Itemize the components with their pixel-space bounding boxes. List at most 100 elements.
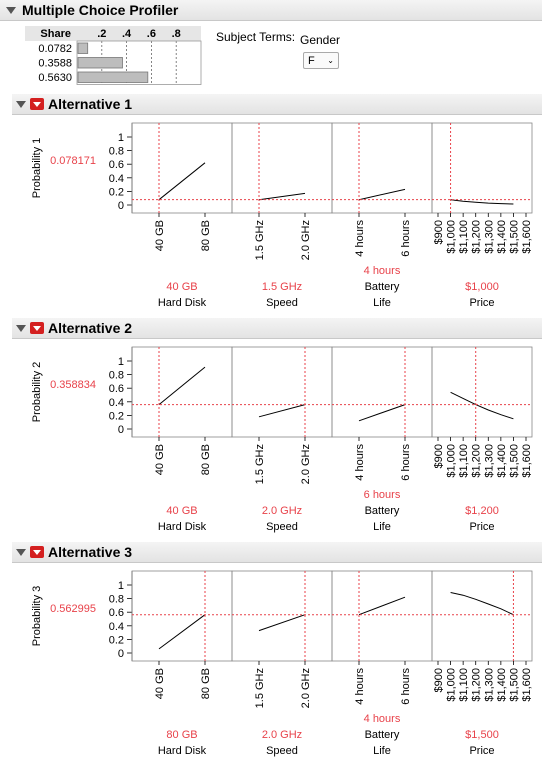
y-tick-label: 0 <box>118 648 124 660</box>
share-tick-label: .6 <box>147 28 156 40</box>
x-tick-label: $1,000 <box>446 668 458 702</box>
share-table: Share .2 .4 .6 .8 0.0782 0.3588 0.5630 <box>25 26 202 85</box>
factor-panel-frame <box>231 346 333 438</box>
prediction-trace <box>358 404 406 422</box>
x-tick-label: 80 GB <box>200 444 212 475</box>
factor-panel-frame <box>331 346 433 438</box>
red-triangle-menu-icon[interactable] <box>30 546 44 558</box>
disclosure-icon[interactable] <box>6 6 16 14</box>
y-tick-label: 0.8 <box>109 594 124 606</box>
factor-panel-frame <box>431 570 533 662</box>
factor-panel-frame <box>131 570 233 662</box>
alternative-3-profiler: Probability 3 0.562995 0 0.20.4 0.60.8 1 40 GB… <box>31 570 533 757</box>
y-tick-label: 0.4 <box>109 397 124 409</box>
gender-select[interactable]: F ⌄ <box>303 52 339 69</box>
prediction-trace <box>158 366 206 405</box>
prediction-trace <box>358 188 406 201</box>
y-tick-label: 0.6 <box>109 607 124 619</box>
alternative-3-header[interactable]: Alternative 3 <box>12 542 542 563</box>
red-triangle-menu-icon[interactable] <box>30 98 44 110</box>
factor-name: Battery <box>365 729 400 741</box>
prediction-trace <box>450 199 514 205</box>
x-tick-label: $1,100 <box>458 220 470 254</box>
x-tick-label: $1,100 <box>458 668 470 702</box>
factor-name-line2: Life <box>373 297 391 309</box>
share-tick-label: .2 <box>97 28 106 40</box>
x-tick-label: 6 hours <box>400 668 412 705</box>
x-tick-label: $900 <box>433 444 445 468</box>
x-tick-label: $1,000 <box>446 220 458 254</box>
x-tick-label: $900 <box>433 668 445 692</box>
current-factor-value: 6 hours <box>364 489 401 501</box>
current-probability-value: 0.562995 <box>50 603 96 615</box>
disclosure-icon[interactable] <box>16 100 26 108</box>
factor-name: Speed <box>266 297 298 309</box>
x-tick-label: $1,200 <box>471 668 483 702</box>
x-tick-label: 1.5 GHz <box>254 444 266 484</box>
prediction-trace <box>258 614 306 632</box>
y-tick-label: 0 <box>118 424 124 436</box>
x-tick-label: $1,500 <box>508 444 520 478</box>
gender-selected-value: F <box>308 54 315 67</box>
prediction-trace <box>450 592 514 616</box>
y-tick-label: 0.8 <box>109 146 124 158</box>
factor-panel-frame <box>431 346 533 438</box>
factor-panel-frame <box>131 346 233 438</box>
x-tick-label: 2.0 GHz <box>300 668 312 708</box>
y-tick-label: 0.8 <box>109 370 124 382</box>
prediction-trace <box>158 162 206 201</box>
current-factor-value: 80 GB <box>166 729 197 741</box>
x-tick-label: $1,300 <box>483 668 495 702</box>
x-tick-label: 4 hours <box>354 668 366 705</box>
subject-terms-label: Subject Terms: <box>216 30 296 44</box>
x-tick-label: $1,300 <box>483 444 495 478</box>
y-axis-label: Probability 2 <box>31 362 43 423</box>
factor-name: Hard Disk <box>158 297 207 309</box>
current-factor-value: $1,200 <box>465 505 499 517</box>
current-factor-value: 40 GB <box>166 281 197 293</box>
red-triangle-menu-icon[interactable] <box>30 322 44 334</box>
alternative-1-header[interactable]: Alternative 1 <box>12 94 542 115</box>
disclosure-icon[interactable] <box>16 324 26 332</box>
share-row-label: 0.0782 <box>38 43 72 55</box>
x-tick-label: 40 GB <box>154 220 166 251</box>
alternative-1-profiler: Probability 1 0.078171 0 0.20.4 0.60.8 1 40 GB… <box>31 122 533 309</box>
prediction-trace <box>158 614 206 650</box>
x-tick-label: $1,100 <box>458 444 470 478</box>
y-tick-label: 0.4 <box>109 621 124 633</box>
y-axis-label: Probability 3 <box>31 586 43 647</box>
x-tick-label: 4 hours <box>354 220 366 257</box>
factor-name: Price <box>469 745 494 757</box>
x-tick-label: 40 GB <box>154 444 166 475</box>
alternative-2-profiler: Probability 2 0.358834 0 0.20.4 0.60.8 1 40 GB… <box>31 346 533 533</box>
alternative-2-title: Alternative 2 <box>48 320 133 336</box>
factor-name: Speed <box>266 521 298 533</box>
current-factor-value: 1.5 GHz <box>262 281 302 293</box>
share-bar <box>77 42 89 54</box>
x-tick-label: 2.0 GHz <box>300 220 312 260</box>
factor-panel-frame <box>431 122 533 214</box>
alternative-3-title: Alternative 3 <box>48 544 133 560</box>
profiler-header[interactable]: Multiple Choice Profiler <box>0 0 542 21</box>
share-bar <box>77 57 123 69</box>
factor-name-line2: Life <box>373 521 391 533</box>
current-probability-value: 0.358834 <box>50 379 96 391</box>
factor-name: Price <box>469 521 494 533</box>
y-tick-label: 0.2 <box>109 186 124 198</box>
share-header: Share <box>40 28 71 40</box>
x-tick-label: $1,600 <box>521 220 533 254</box>
x-tick-label: $900 <box>433 220 445 244</box>
x-tick-label: $1,000 <box>446 444 458 478</box>
current-factor-value: 2.0 GHz <box>262 729 302 741</box>
factor-name: Speed <box>266 745 298 757</box>
current-factor-value: $1,500 <box>465 729 499 741</box>
factor-name: Hard Disk <box>158 521 207 533</box>
disclosure-icon[interactable] <box>16 548 26 556</box>
alternative-2-header[interactable]: Alternative 2 <box>12 318 542 339</box>
x-tick-label: $1,500 <box>508 668 520 702</box>
current-factor-value: 4 hours <box>364 265 401 277</box>
current-factor-value: 40 GB <box>166 505 197 517</box>
factor-panel-frame <box>231 570 333 662</box>
x-tick-label: 2.0 GHz <box>300 444 312 484</box>
x-tick-label: 1.5 GHz <box>254 668 266 708</box>
